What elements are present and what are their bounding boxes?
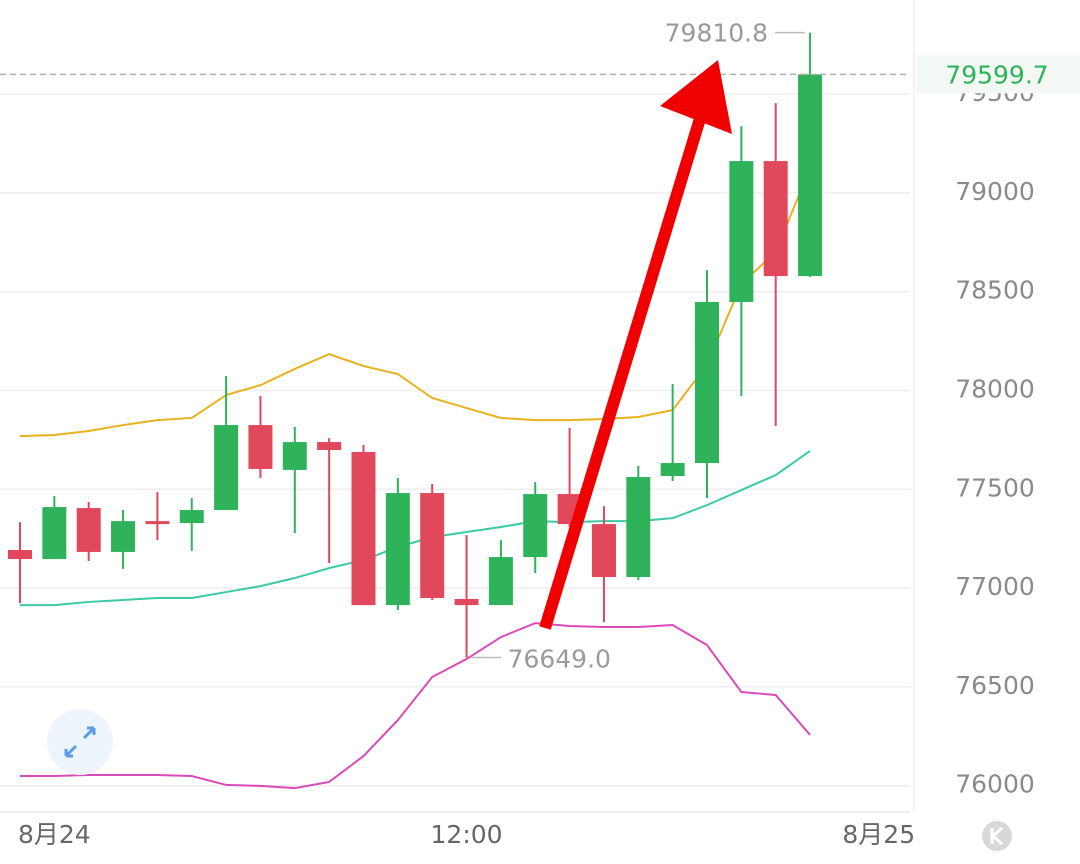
k-button-bg[interactable] [982, 821, 1012, 851]
x-tick-label: 8月24 [18, 820, 91, 849]
candle-body [660, 463, 685, 477]
candle-body [282, 442, 307, 470]
candle-body [591, 524, 616, 578]
candle-body [42, 507, 67, 560]
indicator-lines [19, 167, 811, 790]
axis-divider [913, 0, 915, 812]
candle-body [488, 557, 513, 606]
candle-body [729, 161, 754, 302]
x-tick-label: 12:00 [431, 820, 503, 849]
grid [0, 93, 910, 787]
labels: 7600076500770007750078000785007900079500… [0, 19, 1080, 849]
candle-body [111, 521, 136, 552]
candle-body [695, 301, 719, 464]
candle-body [626, 477, 651, 578]
y-tick-label: 77500 [955, 473, 1035, 502]
candle-body [523, 494, 548, 558]
candle-body [763, 161, 788, 277]
indicator-line [20, 450, 811, 607]
k-icon[interactable] [990, 826, 1003, 846]
arrow-shaft [539, 110, 708, 630]
arrow-head [660, 60, 732, 134]
candle-body [454, 598, 479, 606]
candle-body [76, 508, 101, 552]
candle-body [798, 74, 823, 277]
y-tick-label: 76000 [955, 770, 1035, 799]
candle-body [145, 521, 170, 525]
k-button[interactable] [982, 821, 1012, 851]
candle-body [179, 510, 204, 524]
candle-body [214, 425, 239, 511]
indicator-line [19, 167, 811, 438]
expand-button[interactable] [47, 709, 113, 775]
x-tick-label: 8月25 [842, 820, 915, 849]
y-tick-label: 78000 [955, 374, 1035, 403]
y-tick-label: 76500 [955, 671, 1035, 700]
candle-body [317, 442, 342, 450]
annotation-label: 76649.0 [508, 644, 611, 673]
annotation-label: 79810.8 [665, 19, 768, 48]
current-price-label: 79599.7 [945, 60, 1048, 89]
expand-button-bg[interactable] [47, 709, 113, 775]
expand-icon[interactable] [64, 726, 96, 758]
candle-body [8, 549, 32, 560]
indicator-line [20, 622, 811, 790]
candle-body [385, 493, 410, 606]
y-tick-label: 79000 [955, 177, 1035, 206]
current-price-box [916, 55, 1080, 94]
y-tick-label: 78500 [955, 276, 1035, 305]
candle-body [248, 425, 273, 469]
candles [8, 32, 823, 658]
trend-arrow [539, 60, 732, 630]
candle-body [351, 451, 376, 606]
y-tick-label: 77000 [955, 572, 1035, 601]
candle-body [420, 493, 445, 598]
